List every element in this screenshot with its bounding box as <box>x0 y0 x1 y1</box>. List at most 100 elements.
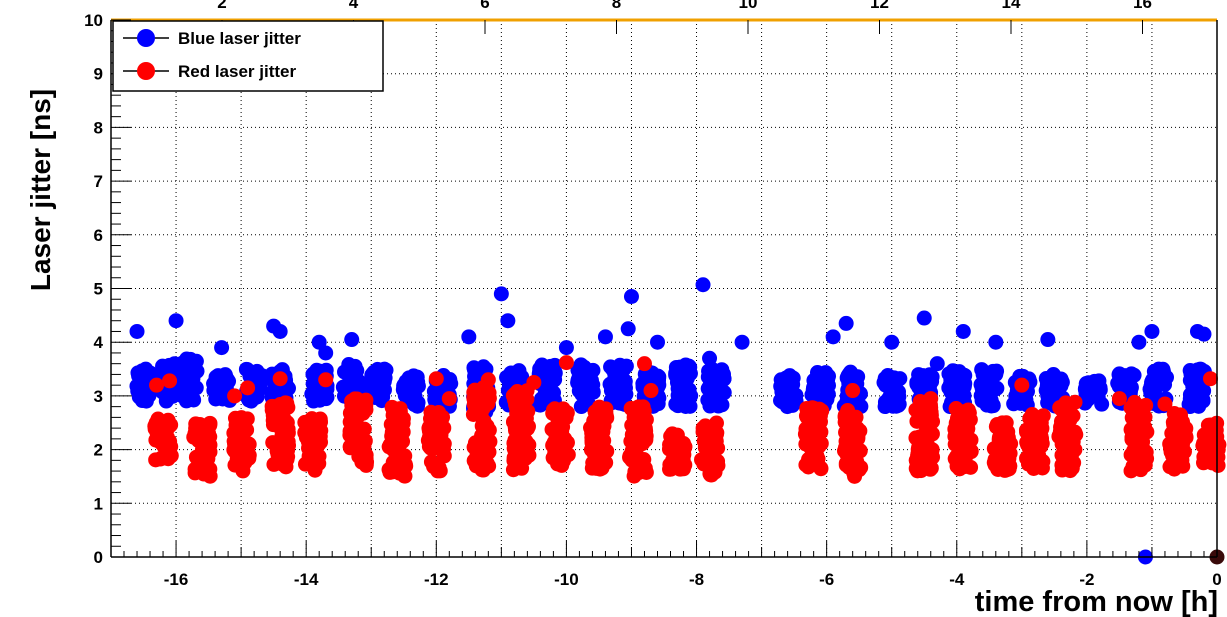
red-jitter-point <box>229 451 245 467</box>
blue-jitter-point <box>734 334 750 350</box>
blue-jitter-point <box>558 340 574 356</box>
blue-jitter-point <box>214 340 230 356</box>
blue-jitter-point <box>134 363 150 379</box>
red-jitter-point <box>702 445 718 461</box>
x-tick-label: -8 <box>689 570 704 589</box>
red-jitter-point <box>586 445 602 461</box>
red-jitter-point <box>853 459 869 475</box>
legend-box <box>112 20 384 92</box>
blue-jitter-point <box>1196 326 1212 342</box>
red-jitter-point <box>1111 391 1127 407</box>
blue-jitter-point <box>538 377 554 393</box>
blue-jitter-point <box>891 384 907 400</box>
blue-jitter-point <box>981 388 997 404</box>
blue-jitter-point <box>915 368 931 384</box>
red-jitter-point <box>310 425 326 441</box>
legend-label-red: Red laser jitter <box>178 62 296 81</box>
red-jitter-point <box>591 401 607 417</box>
red-jitter-point <box>148 452 164 468</box>
red-jitter-point <box>1019 434 1035 450</box>
blue-jitter-point <box>843 366 859 382</box>
red-jitter-point <box>158 435 174 451</box>
red-jitter-point <box>308 439 324 455</box>
top-tick-label: 8 <box>612 0 621 12</box>
red-jitter-point <box>674 440 690 456</box>
red-jitter-point <box>279 395 295 411</box>
red-jitter-point <box>235 463 251 479</box>
blue-jitter-point <box>369 378 385 394</box>
top-tick-label: 12 <box>870 0 889 12</box>
red-jitter-point <box>915 428 931 444</box>
red-jitter-point <box>994 454 1010 470</box>
red-jitter-point <box>149 377 165 393</box>
red-jitter-point <box>586 413 602 429</box>
x-tick-label: -16 <box>164 570 189 589</box>
y-tick-label: 0 <box>94 548 103 567</box>
red-jitter-point <box>923 391 939 407</box>
y-tick-label: 10 <box>84 11 103 30</box>
blue-jitter-point <box>611 395 627 411</box>
y-tick-label: 1 <box>94 494 103 513</box>
red-jitter-point <box>636 356 652 372</box>
blue-jitter-point <box>649 334 665 350</box>
red-jitter-point <box>545 402 561 418</box>
blue-jitter-point <box>493 286 509 302</box>
red-jitter-point <box>382 464 398 480</box>
blue-jitter-point <box>1111 367 1127 383</box>
blue-jitter-point <box>318 345 334 361</box>
blue-jitter-point <box>188 353 204 369</box>
red-jitter-point <box>357 393 373 409</box>
red-jitter-point <box>388 451 404 467</box>
red-jitter-point <box>441 391 457 407</box>
blue-jitter-point <box>916 310 932 326</box>
red-jitter-point <box>342 414 358 430</box>
blue-jitter-point <box>711 386 727 402</box>
red-jitter-point <box>190 417 206 433</box>
red-jitter-point <box>552 437 568 453</box>
blue-jitter-point <box>378 362 394 378</box>
blue-jitter-point <box>695 277 711 293</box>
red-jitter-point <box>423 419 439 435</box>
blue-jitter-point <box>1045 367 1061 383</box>
blue-jitter-point <box>785 370 801 386</box>
blue-jitter-point <box>138 393 154 409</box>
red-jitter-point <box>468 458 484 474</box>
blue-jitter-point <box>670 398 686 414</box>
red-jitter-point <box>949 410 965 426</box>
blue-jitter-point <box>272 323 288 339</box>
red-jitter-point <box>807 452 823 468</box>
top-tick-label: 4 <box>349 0 359 12</box>
x-tick-label: -2 <box>1079 570 1094 589</box>
red-jitter-point <box>505 388 521 404</box>
red-jitter-point <box>1128 426 1144 442</box>
red-jitter-point <box>947 451 963 467</box>
red-jitter-point <box>623 433 639 449</box>
red-jitter-point <box>507 415 523 431</box>
blue-jitter-point <box>620 321 636 337</box>
legend-label-blue: Blue laser jitter <box>178 29 301 48</box>
red-jitter-point <box>507 432 523 448</box>
red-jitter-point <box>388 425 404 441</box>
y-tick-label: 5 <box>94 280 103 299</box>
red-jitter-point <box>961 405 977 421</box>
blue-jitter-point <box>305 367 321 383</box>
red-jitter-point <box>626 415 642 431</box>
red-jitter-point <box>318 372 334 388</box>
blue-jitter-point <box>183 376 199 392</box>
red-jitter-point <box>643 383 659 399</box>
red-jitter-point <box>163 448 179 464</box>
top-tick-label: 10 <box>739 0 758 12</box>
red-jitter-point <box>999 439 1015 455</box>
blue-jitter-point <box>532 397 548 413</box>
red-jitter-point <box>814 403 830 419</box>
top-tick-label: 16 <box>1133 0 1152 12</box>
x-axis-label: time from now [h] <box>975 586 1218 617</box>
red-jitter-point <box>272 371 288 387</box>
blue-jitter-point <box>816 372 832 388</box>
red-jitter-point <box>480 435 496 451</box>
red-jitter-point <box>202 437 218 453</box>
red-jitter-point <box>696 433 712 449</box>
red-jitter-point <box>558 355 574 371</box>
y-axis-label: Laser jitter [ns] <box>25 89 56 291</box>
red-jitter-point <box>1135 412 1151 428</box>
